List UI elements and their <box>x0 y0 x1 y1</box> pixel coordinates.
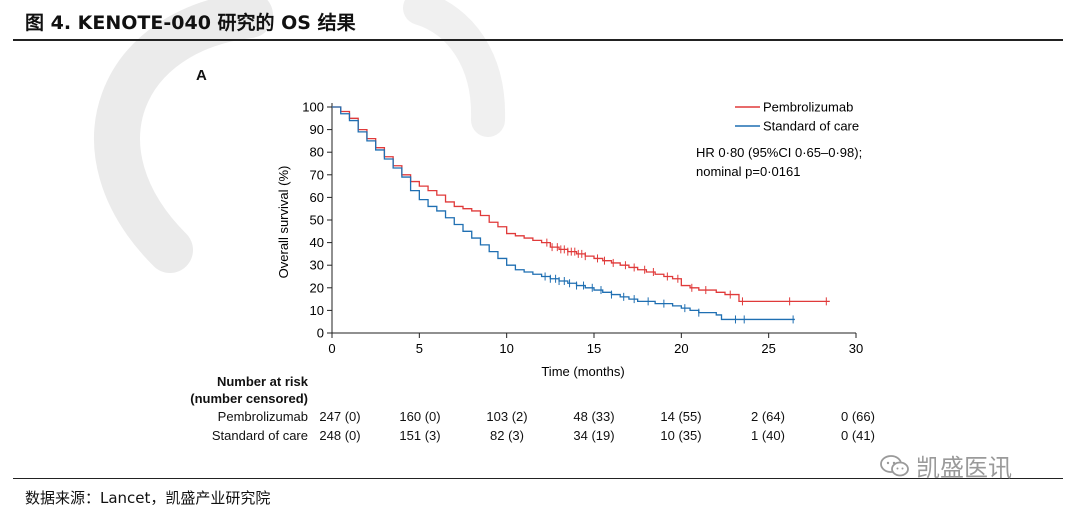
risk-cell: 2 (64) <box>751 409 785 424</box>
y-tick-label: 70 <box>310 167 324 182</box>
risk-cell: 1 (40) <box>751 428 785 443</box>
hr-annotation-line2: nominal p=0·0161 <box>696 164 800 179</box>
x-tick-label: 20 <box>674 341 688 356</box>
series-line-0 <box>332 106 830 303</box>
y-tick-label: 50 <box>310 213 324 228</box>
risk-cell: 14 (55) <box>660 409 702 424</box>
risk-cell: 247 (0) <box>319 409 361 424</box>
source-note: 数据来源：Lancet，凯盛产业研究院 <box>25 489 271 507</box>
wechat-icon <box>880 454 909 476</box>
risk-header-line1: Number at risk <box>216 374 308 389</box>
risk-cell: 151 (3) <box>399 428 441 443</box>
series-line-1 <box>332 106 795 321</box>
x-tick-label: 25 <box>761 341 775 356</box>
y-tick-label: 80 <box>310 145 324 160</box>
footer-rule <box>13 478 1063 479</box>
risk-cell: 48 (33) <box>573 409 615 424</box>
risk-header-line2: (number censored) <box>190 391 308 406</box>
brand-name: 凯盛医讯 <box>916 454 1012 482</box>
y-tick-label: 40 <box>310 235 324 250</box>
risk-cell: 248 (0) <box>319 428 361 443</box>
risk-cell: 0 (66) <box>841 409 875 424</box>
x-tick-label: 5 <box>416 341 423 356</box>
x-tick-label: 0 <box>328 341 335 356</box>
x-axis-label: Time (months) <box>541 364 624 379</box>
risk-cell: 82 (3) <box>490 428 524 443</box>
chart-axes: 0 5 10 15 20 25 30 0 10 20 30 40 50 60 70 80 90 100 <box>302 100 863 357</box>
risk-row-label: Pembrolizumab <box>217 409 308 424</box>
risk-table-header: Number at risk (number censored) <box>150 373 308 407</box>
title-rule <box>13 39 1063 41</box>
hr-annotation-line1: HR 0·80 (95%CI 0·65–0·98); <box>696 145 862 160</box>
km-chart: 0 5 10 15 20 25 30 0 10 20 30 40 50 60 70 80 90 100 Pembr… <box>276 100 863 380</box>
y-tick-label: 100 <box>302 100 324 115</box>
legend-label: Pembrolizumab <box>763 100 853 115</box>
y-tick-label: 30 <box>310 258 324 273</box>
risk-row-label: Standard of care <box>211 428 308 443</box>
risk-cell: 160 (0) <box>399 409 441 424</box>
risk-cell: 103 (2) <box>486 409 528 424</box>
y-axis-label: Overall survival (%) <box>276 166 291 279</box>
chart-legend: Pembrolizumab Standard of care <box>735 100 859 134</box>
y-tick-label: 10 <box>310 303 324 318</box>
y-tick-label: 0 <box>317 326 324 341</box>
y-tick-label: 60 <box>310 190 324 205</box>
risk-cell: 0 (41) <box>841 428 875 443</box>
legend-label: Standard of care <box>763 119 859 134</box>
risk-cell: 34 (19) <box>573 428 615 443</box>
x-tick-label: 15 <box>587 341 601 356</box>
y-tick-label: 90 <box>310 122 324 137</box>
x-tick-label: 30 <box>849 341 863 356</box>
risk-cell: 10 (35) <box>660 428 702 443</box>
x-tick-label: 10 <box>499 341 513 356</box>
brand-mark: 凯盛医讯 <box>880 448 1012 483</box>
figure-title: 图 4. KENOTE-040 研究的 OS 结果 <box>25 12 356 34</box>
y-tick-label: 20 <box>310 280 324 295</box>
chart-series <box>332 106 830 324</box>
panel-label: A <box>196 67 207 84</box>
